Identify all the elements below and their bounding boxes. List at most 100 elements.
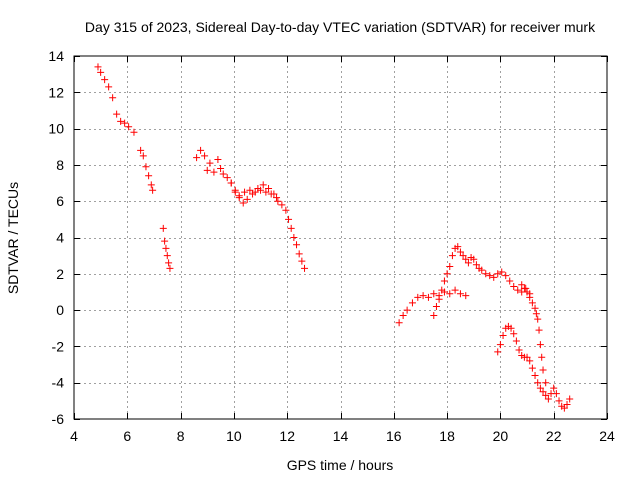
data-point: [125, 123, 133, 131]
data-point: [512, 337, 520, 345]
y-tick-label: 0: [56, 302, 64, 318]
y-tick-label: 6: [56, 193, 64, 209]
series-group-9: [518, 281, 550, 387]
series-group-6: [395, 286, 470, 327]
data-point: [246, 186, 254, 194]
data-point: [419, 292, 427, 300]
data-point: [395, 319, 403, 327]
data-point: [536, 341, 544, 349]
data-point: [515, 346, 523, 354]
data-point: [534, 315, 542, 323]
data-point: [536, 384, 544, 392]
y-tick-label: 4: [56, 230, 64, 246]
data-point: [472, 261, 480, 269]
data-point: [535, 326, 543, 334]
data-point: [293, 241, 301, 249]
data-point: [235, 194, 243, 202]
data-point: [257, 186, 265, 194]
data-layer: [94, 63, 574, 412]
data-point: [563, 400, 571, 408]
data-point: [282, 206, 290, 214]
data-point: [555, 397, 563, 405]
data-point: [273, 194, 281, 202]
y-tick-label: -6: [52, 411, 65, 427]
x-tick-label: 8: [177, 428, 185, 444]
data-point: [399, 312, 407, 320]
data-point: [121, 119, 129, 127]
data-point: [197, 146, 205, 154]
data-point: [490, 273, 498, 281]
y-tick-label: 10: [48, 121, 64, 137]
data-point: [214, 155, 222, 163]
data-point: [295, 250, 303, 258]
data-point: [486, 272, 494, 280]
data-point: [435, 295, 443, 303]
data-point: [531, 371, 539, 379]
data-point: [448, 252, 456, 260]
data-point: [193, 154, 201, 162]
data-point: [560, 404, 568, 412]
y-tick-label: 2: [56, 266, 64, 282]
data-point: [494, 348, 502, 356]
data-point: [451, 286, 459, 294]
data-point: [414, 293, 422, 301]
data-point: [285, 215, 293, 223]
data-point: [163, 252, 171, 260]
data-point: [149, 186, 157, 194]
data-point: [145, 172, 153, 180]
x-tick-label: 14: [333, 428, 349, 444]
data-point: [101, 76, 109, 84]
data-point: [464, 259, 472, 267]
data-point: [278, 201, 286, 209]
data-point: [301, 264, 309, 272]
data-point: [523, 353, 531, 361]
data-point: [424, 293, 432, 301]
data-point: [210, 168, 218, 176]
data-point: [462, 255, 470, 263]
data-point: [532, 310, 540, 318]
data-point: [267, 190, 275, 198]
data-point: [482, 270, 490, 278]
data-point: [274, 197, 282, 205]
y-tick-label: -2: [52, 338, 65, 354]
data-point: [510, 330, 518, 338]
x-tick-label: 12: [279, 428, 295, 444]
x-tick-label: 24: [599, 428, 615, 444]
data-point: [498, 268, 506, 276]
data-point: [219, 170, 227, 178]
data-point: [499, 332, 507, 340]
data-point: [94, 63, 102, 71]
series-group-7: [430, 243, 534, 320]
data-point: [97, 68, 105, 76]
data-point: [166, 264, 174, 272]
y-tick-label: -4: [52, 375, 65, 391]
x-tick-label: 22: [546, 428, 562, 444]
data-point: [223, 174, 231, 182]
data-point: [217, 165, 225, 173]
data-point: [403, 306, 411, 314]
y-tick-label: 14: [48, 48, 64, 64]
data-point: [430, 312, 438, 320]
data-point: [109, 94, 117, 102]
x-tick-label: 18: [439, 428, 455, 444]
y-axis-label: SDTVAR / TECUs: [5, 182, 21, 294]
data-point: [446, 263, 454, 271]
data-point: [443, 270, 451, 278]
data-point: [105, 83, 113, 91]
data-point: [159, 224, 167, 232]
data-point: [539, 388, 547, 396]
data-point: [538, 353, 546, 361]
plot-frame: [73, 55, 608, 420]
data-point: [139, 152, 147, 160]
data-point: [523, 288, 531, 296]
x-tick-label: 6: [123, 428, 131, 444]
data-point: [459, 252, 467, 260]
data-point: [454, 243, 462, 251]
data-point: [470, 255, 478, 263]
series-group-8: [494, 322, 574, 412]
data-point: [507, 324, 515, 332]
data-point: [142, 163, 150, 171]
series-group-1: [94, 63, 138, 136]
